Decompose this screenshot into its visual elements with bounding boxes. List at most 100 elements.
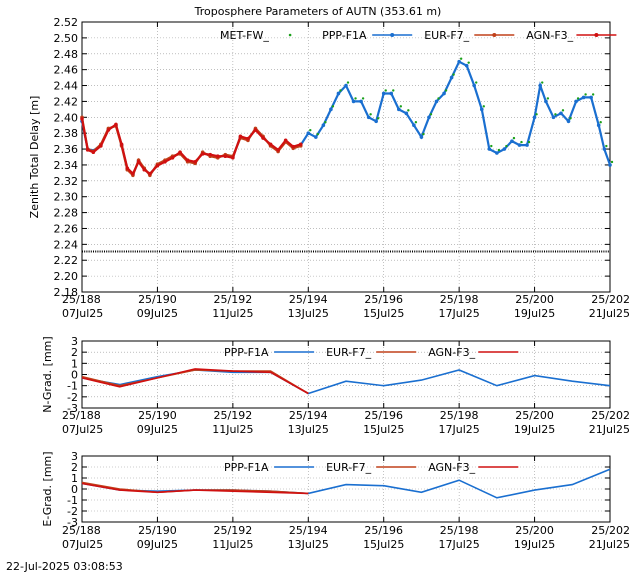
met-fw-point	[354, 97, 357, 100]
y-tick-label: 2.22	[54, 254, 79, 267]
data-point	[381, 91, 386, 96]
met-fw-point	[414, 121, 418, 124]
data-point	[397, 107, 401, 112]
data-point	[532, 115, 537, 120]
x-tick-label-top: 25/190	[138, 293, 177, 306]
x-tick-label-bottom: 15Jul25	[363, 538, 404, 551]
data-point	[472, 83, 477, 88]
met-fw-point	[497, 148, 501, 152]
data-point	[163, 159, 167, 164]
data-point	[91, 150, 96, 155]
y-tick-label: 2	[71, 346, 78, 359]
met-fw-point	[392, 89, 395, 92]
x-tick-label-bottom: 21Jul25	[589, 423, 630, 436]
data-point	[525, 143, 529, 147]
x-tick-label-top: 25/190	[138, 409, 177, 422]
met-fw-point	[490, 144, 493, 148]
met-fw-point	[324, 121, 327, 124]
x-tick-label-bottom: 11Jul25	[212, 307, 253, 320]
met-fw-point	[452, 73, 455, 76]
x-tick-label-top: 25/202	[591, 524, 630, 537]
x-tick-label-bottom: 09Jul25	[137, 307, 178, 320]
x-tick-label-bottom: 19Jul25	[514, 538, 555, 551]
data-point	[253, 128, 258, 132]
data-point	[449, 75, 454, 80]
x-tick-label-top: 25/200	[515, 524, 554, 537]
data-point	[215, 154, 220, 159]
met-fw-point	[429, 113, 433, 116]
data-point	[487, 147, 492, 151]
y-tick-label: -1	[67, 494, 78, 507]
data-point	[479, 107, 484, 112]
x-tick-label-bottom: 19Jul25	[514, 307, 555, 320]
data-point	[389, 91, 394, 96]
data-point	[131, 171, 135, 176]
x-tick-label-bottom: 13Jul25	[288, 538, 329, 551]
legend-swatch-marker	[594, 33, 599, 37]
data-point	[329, 107, 333, 112]
data-point	[106, 128, 111, 132]
legend-swatch	[288, 33, 292, 37]
data-point	[231, 155, 235, 160]
data-point	[321, 123, 326, 128]
data-point	[148, 171, 152, 176]
met-fw-point	[512, 136, 516, 140]
data-point	[200, 152, 205, 156]
x-tick-label-top: 25/190	[138, 524, 177, 537]
series-line-agn-f3	[80, 118, 302, 176]
met-fw-point	[399, 105, 402, 108]
x-tick-label-top: 25/198	[440, 409, 479, 422]
data-point	[517, 143, 522, 147]
met-fw-point	[376, 117, 380, 120]
data-point	[155, 163, 160, 168]
y-tick-label: -2	[67, 505, 78, 518]
met-fw-point	[422, 132, 425, 136]
y-tick-label: 0	[71, 483, 78, 496]
y-tick-label: 2.48	[54, 48, 79, 61]
met-fw-point	[527, 140, 531, 144]
data-point	[419, 135, 424, 139]
x-tick-label-bottom: 17Jul25	[439, 423, 480, 436]
data-point	[574, 99, 578, 104]
y-tick-label: 2.36	[54, 143, 79, 156]
x-tick-label-top: 25/188	[62, 293, 101, 306]
x-tick-label-top: 25/198	[440, 293, 479, 306]
met-fw-point	[407, 109, 410, 112]
data-point	[427, 115, 431, 120]
data-point	[464, 63, 469, 68]
x-tick-label-top: 25/188	[62, 409, 101, 422]
met-fw-point	[361, 97, 365, 100]
data-point	[374, 119, 378, 124]
met-fw-point	[576, 97, 580, 100]
y-tick-label: 2.32	[54, 175, 79, 188]
data-point	[434, 99, 439, 104]
x-tick-label-top: 25/192	[214, 524, 253, 537]
data-point	[261, 136, 265, 140]
data-point	[298, 142, 303, 147]
data-point	[268, 142, 273, 147]
data-point	[208, 152, 213, 157]
data-point	[193, 159, 197, 164]
x-tick-label-bottom: 21Jul25	[589, 307, 630, 320]
y-tick-label: -3	[67, 402, 78, 415]
footer-timestamp: 22-Jul-2025 03:08:53	[6, 560, 123, 573]
y-tick-label: 1	[71, 472, 78, 485]
x-tick-label-top: 25/192	[214, 409, 253, 422]
series-line-ppp-f1a	[81, 369, 611, 395]
x-tick-label-top: 25/196	[364, 409, 403, 422]
data-point	[538, 83, 543, 88]
y-tick-label: 2.50	[54, 32, 79, 45]
x-tick-label-bottom: 19Jul25	[514, 423, 555, 436]
data-point	[185, 158, 190, 162]
x-tick-label-top: 25/196	[364, 524, 403, 537]
data-point	[510, 139, 514, 143]
y-tick-label: 2.24	[54, 238, 79, 251]
x-tick-label-top: 25/194	[289, 524, 328, 537]
legend-label: MET-FW_	[220, 29, 269, 42]
x-tick-label-top: 25/198	[440, 524, 479, 537]
x-tick-label-bottom: 07Jul25	[62, 538, 103, 551]
y-tick-label: 2.46	[54, 64, 79, 77]
x-tick-label-bottom: 17Jul25	[439, 307, 480, 320]
y-tick-label: 2.44	[54, 80, 79, 93]
